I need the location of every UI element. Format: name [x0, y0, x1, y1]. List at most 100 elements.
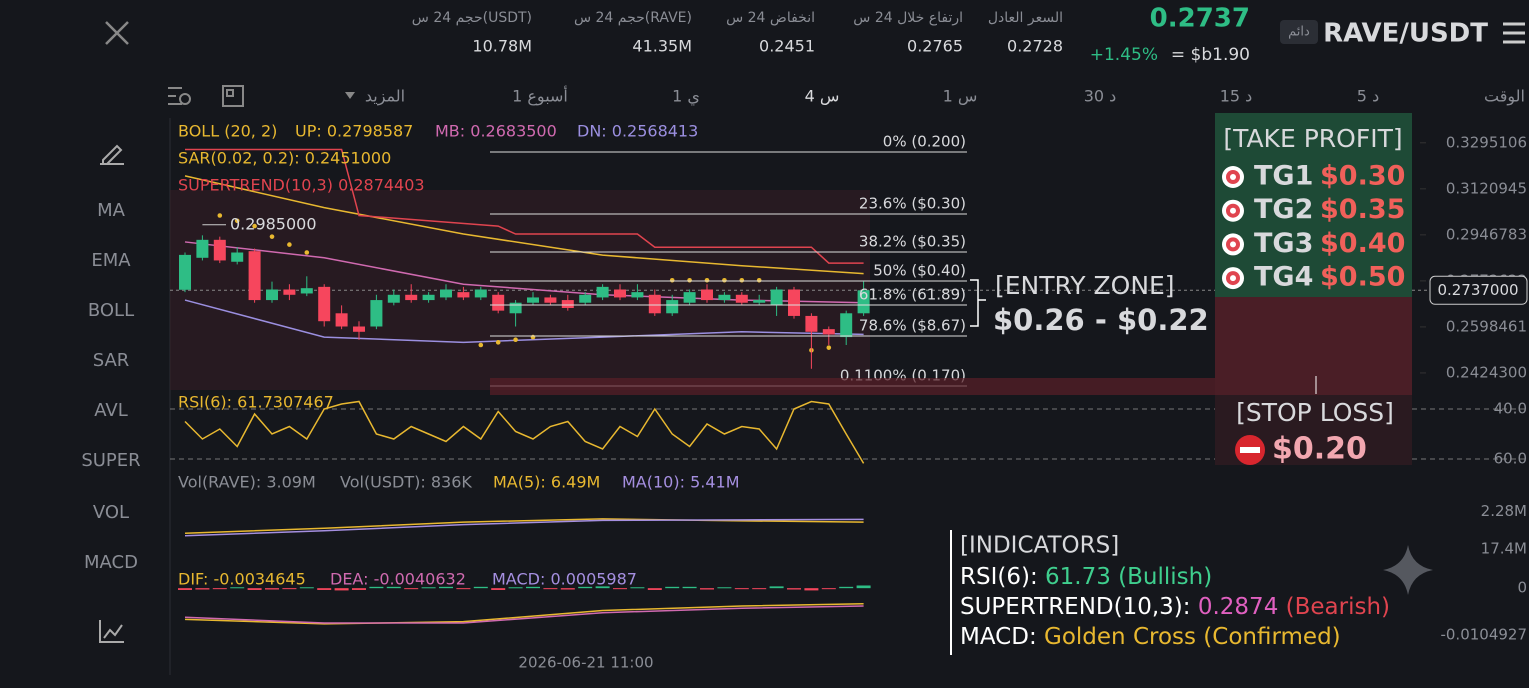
candle-body: [666, 300, 679, 314]
high-label: 0.2985000: [230, 214, 317, 233]
sar-dot: [513, 337, 518, 343]
macd-bar: [491, 588, 506, 590]
tp-price: $0.40: [1320, 228, 1405, 259]
badge: دائم: [1288, 25, 1310, 40]
legend: RSI(6): 61.7307467: [178, 393, 334, 412]
candle-body: [266, 289, 278, 301]
side-item[interactable]: VOL: [93, 502, 129, 523]
tp-title: [TAKE PROFIT]: [1223, 124, 1402, 153]
macd-bar: [178, 588, 192, 590]
ind-label: MACD:: [960, 624, 1044, 650]
tab-active[interactable]: 4 س: [805, 87, 840, 106]
candle-body: [492, 294, 505, 311]
candle-body: [735, 294, 748, 303]
legend: DIF: -0.0034645: [178, 570, 306, 589]
price: 0.2737: [1150, 4, 1250, 34]
macd-bar: [700, 588, 714, 590]
timeframes: الوقت 5 د 15 د 30 د 1 س 4 س 1 ي 1 أسبوع …: [345, 86, 1525, 107]
tab[interactable]: 1 س: [943, 87, 978, 106]
macd-bar: [665, 586, 680, 589]
side-item[interactable]: SAR: [93, 350, 130, 371]
chart-icon[interactable]: [99, 620, 124, 643]
legends: BOLL (20, 2) UP: 0.2798587 MB: 0.2683500…: [178, 122, 740, 589]
legend: BOLL (20, 2): [178, 122, 277, 141]
tab[interactable]: المزيد: [365, 87, 405, 107]
side-item[interactable]: AVL: [94, 400, 128, 421]
candle-body: [683, 292, 696, 303]
side-item[interactable]: BOLL: [88, 300, 134, 321]
macd-bar: [839, 586, 854, 589]
side-item[interactable]: SUPER: [81, 450, 140, 471]
side-item[interactable]: EMA: [91, 250, 131, 271]
macd-bar: [804, 588, 819, 591]
candle-body: [440, 289, 452, 298]
take-profit-box: [1215, 113, 1412, 297]
tab[interactable]: 5 د: [1357, 87, 1379, 106]
sar-dot: [739, 277, 745, 283]
ind-value: Golden Cross (Confirmed): [1044, 624, 1341, 650]
legend: MACD: 0.0005987: [492, 570, 637, 589]
macd-bar: [317, 588, 332, 590]
candle-body: [648, 294, 661, 314]
candle-body: [335, 313, 348, 327]
y-tick-label: 0.2424300: [1446, 363, 1527, 381]
draw-icon[interactable]: [100, 144, 124, 165]
price-alt: = $b1.90: [1171, 45, 1250, 65]
legend: DEA: -0.0040632: [330, 570, 466, 589]
y-tick-label: 0.3120945: [1446, 179, 1527, 197]
candle-body: [561, 300, 574, 309]
stat-label: انخفاض 24 س: [726, 10, 815, 26]
macd-bar: [630, 587, 645, 589]
tab[interactable]: 1 ي: [672, 87, 700, 107]
candle-body: [213, 239, 226, 261]
candle-body: [770, 289, 783, 306]
sar-dot: [287, 242, 292, 247]
legend: UP: 0.2798587: [295, 122, 413, 141]
stat-value: 0.2451: [759, 37, 815, 56]
ind-value: (Bearish): [1278, 594, 1390, 620]
candle-body: [474, 289, 487, 298]
stats: السعر العادل 0.2728 ارتفاع خلال 24 س 0.2…: [412, 10, 1063, 56]
close-icon[interactable]: [105, 21, 129, 45]
tab[interactable]: الوقت: [1484, 87, 1525, 107]
indicators: [INDICATORS] RSI(6): 61.73 (Bullish) SUP…: [960, 533, 1390, 650]
ind-label: RSI(6):: [960, 564, 1045, 590]
tab[interactable]: 30 د: [1084, 87, 1117, 106]
tab[interactable]: 1 أسبوع: [512, 86, 568, 107]
target-icon-dot: [1230, 241, 1236, 248]
candle-body: [631, 292, 644, 298]
y-tick-label: 0.2946783: [1446, 225, 1527, 243]
stat-label: ارتفاع خلال 24 س: [853, 10, 963, 26]
stat-value: 10.78M: [472, 37, 532, 56]
target-icon-dot: [1230, 275, 1236, 282]
tp-price: $0.30: [1320, 161, 1405, 192]
stat-value: 41.35M: [632, 37, 692, 56]
sl-title: [STOP LOSS]: [1236, 398, 1394, 427]
macd-bar: [212, 588, 227, 590]
candle-body: [596, 286, 609, 298]
ind-value: 61.73 (Bullish): [1045, 564, 1212, 590]
candle-body: [822, 329, 835, 335]
vol-tick-label: 17.4M: [1481, 540, 1527, 558]
sparkle: [1383, 545, 1433, 595]
macd-bar: [247, 588, 262, 590]
entry-bracket: [970, 279, 986, 327]
side-item[interactable]: MACD: [84, 552, 138, 573]
tab[interactable]: 15 د: [1220, 87, 1253, 106]
loss-box: [1215, 297, 1412, 395]
change: +1.45%: [1090, 45, 1158, 65]
candle-body: [509, 302, 522, 314]
sidebar: MA EMA BOLL SAR AVL SUPER VOL MACD: [81, 200, 140, 573]
menu-icon[interactable]: [1503, 22, 1525, 44]
candle-body: [231, 252, 244, 262]
toolbar-icons[interactable]: [168, 85, 244, 107]
macd-bar: [282, 588, 297, 590]
macd-bar: [769, 586, 784, 589]
candle-body: [370, 300, 383, 327]
sar-dot: [530, 334, 536, 340]
side-item[interactable]: MA: [97, 200, 126, 221]
macd-bar: [439, 586, 453, 589]
fib-label: 0% (0.200): [883, 133, 966, 151]
